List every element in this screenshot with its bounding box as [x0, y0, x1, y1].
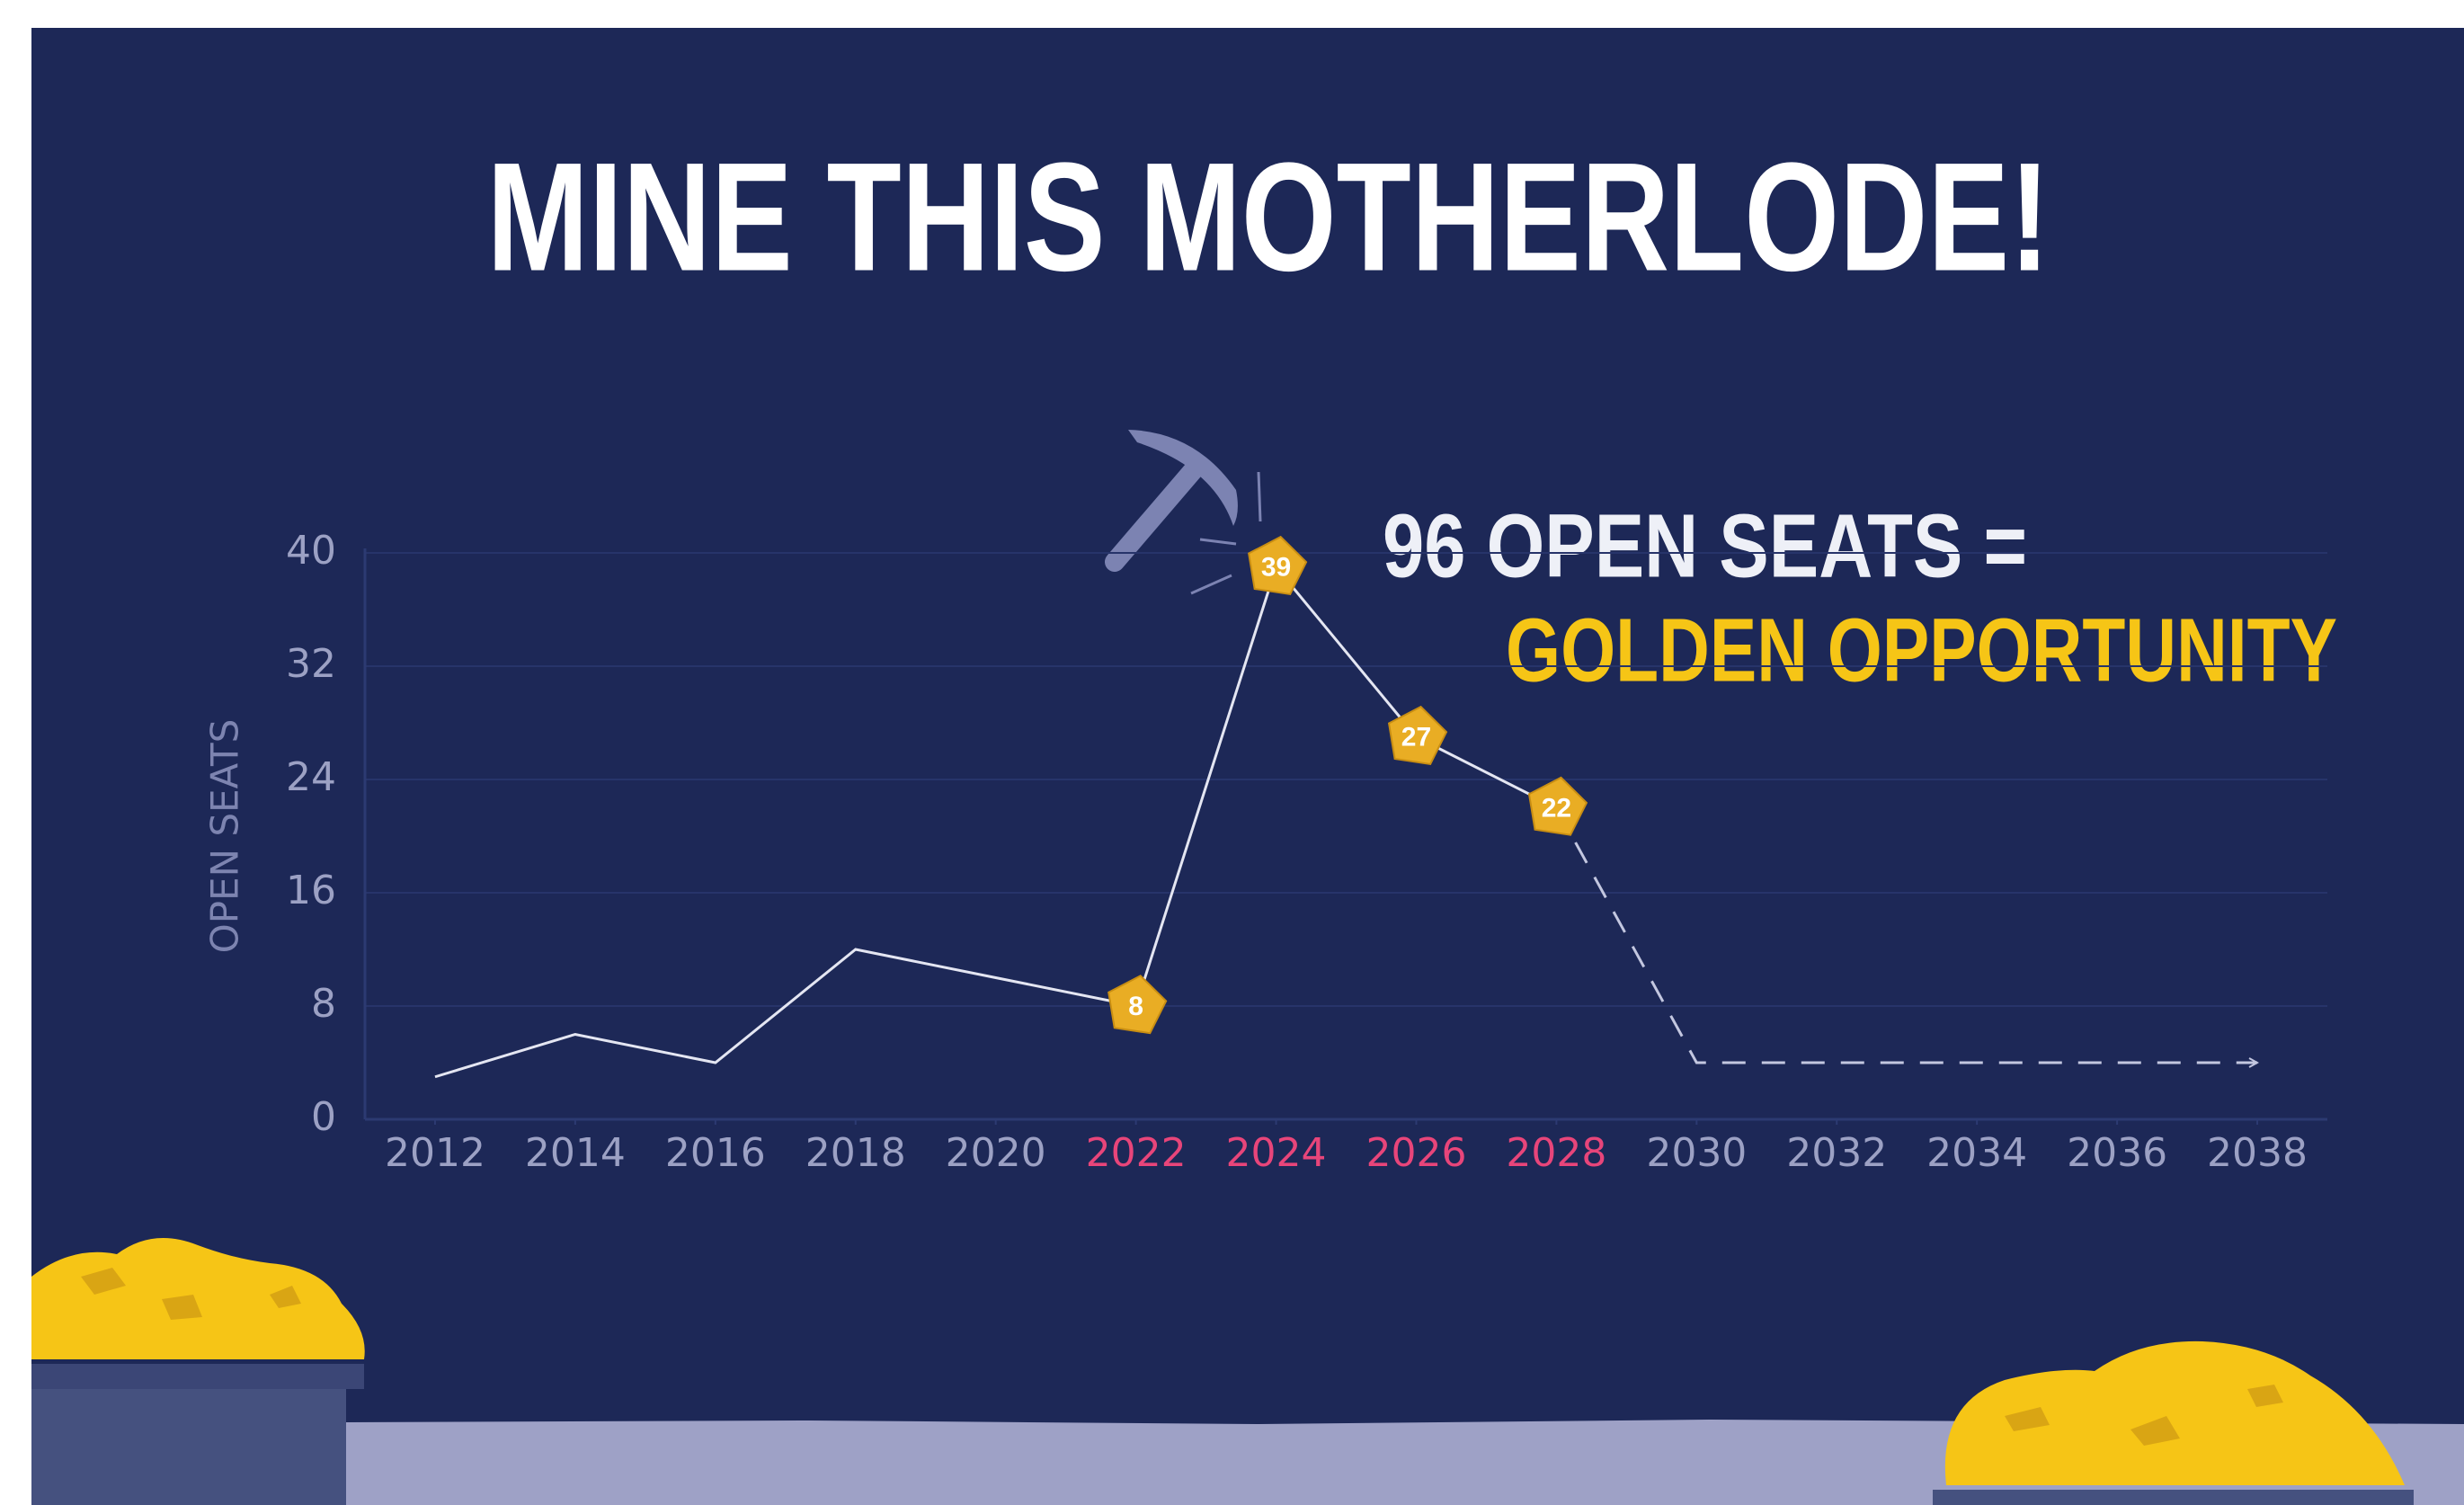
x-tick-label: 2030	[1646, 1130, 1747, 1176]
x-tick-label: 2026	[1365, 1130, 1466, 1176]
spark	[1259, 472, 1260, 521]
y-tick-label: 24	[286, 754, 336, 800]
cart	[31, 1389, 346, 1505]
data-label: 8	[1128, 992, 1143, 1021]
page: MINE THIS MOTHERLODE! 96 OPEN SEATS = GO…	[0, 0, 2464, 1505]
data-label: 39	[1261, 553, 1291, 583]
data-label: 27	[1401, 723, 1431, 752]
y-tick-label: 8	[311, 981, 336, 1027]
x-tick-label: 2012	[385, 1130, 485, 1176]
y-tick-label: 40	[286, 528, 336, 574]
y-tick-label: 0	[311, 1094, 336, 1140]
y-tick-label: 32	[286, 641, 336, 687]
data-label: 22	[1542, 793, 1571, 823]
y-tick-label: 16	[286, 868, 336, 913]
x-tick-label: 2034	[1926, 1130, 2027, 1176]
x-tick-label: 2022	[1086, 1130, 1187, 1176]
x-tick-label: 2020	[946, 1130, 1046, 1176]
x-tick-label: 2036	[2067, 1130, 2167, 1176]
x-tick-label: 2038	[2207, 1130, 2308, 1176]
x-tick-label: 2014	[525, 1130, 626, 1176]
annotation: 96 OPEN SEATS =	[1383, 495, 2027, 596]
x-tick-label: 2018	[805, 1130, 906, 1176]
x-tick-label: 2016	[665, 1130, 766, 1176]
cart-rim	[31, 1364, 364, 1389]
annotation: GOLDEN OPPORTUNITY	[1506, 600, 2337, 700]
x-tick-label: 2028	[1506, 1130, 1606, 1176]
y-axis-label: OPEN SEATS	[203, 719, 247, 954]
chart-title: MINE THIS MOTHERLODE!	[487, 130, 2050, 303]
x-tick-label: 2024	[1226, 1130, 1327, 1176]
chart: MINE THIS MOTHERLODE! 96 OPEN SEATS = GO…	[0, 0, 2464, 1505]
cart	[1933, 1490, 2414, 1505]
x-tick-label: 2032	[1786, 1130, 1887, 1176]
